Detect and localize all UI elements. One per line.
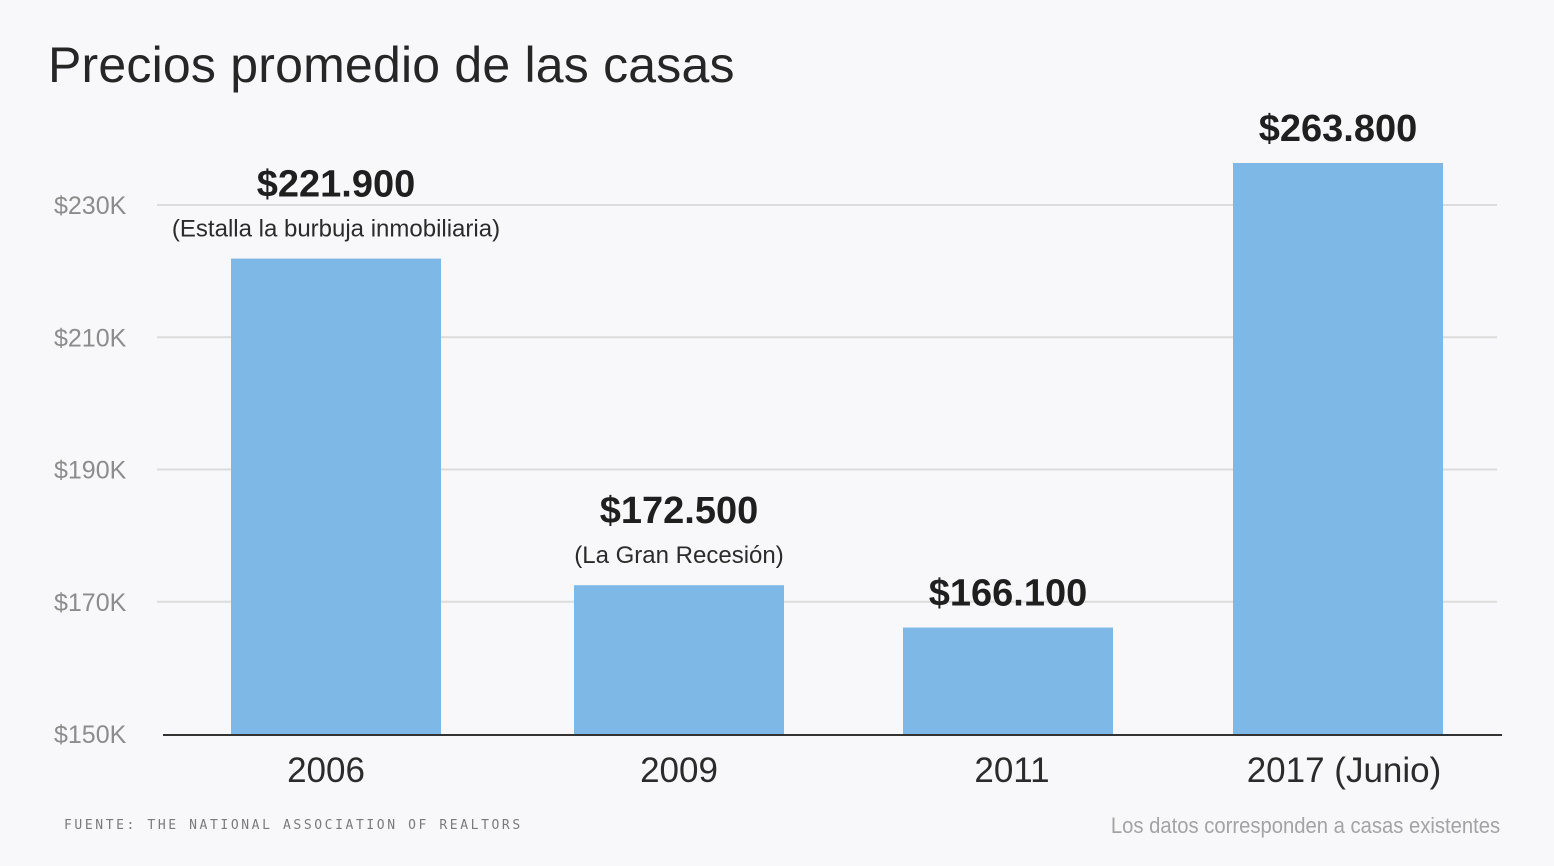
x-tick-label: 2017 (Junio) <box>1247 751 1442 790</box>
data-label: $166.100 <box>929 573 1088 615</box>
value-labels: $221.900 $172.500 $166.100 $263.800 <box>257 108 1418 615</box>
data-label: $263.800 <box>1259 108 1418 150</box>
data-label: $221.900 <box>257 164 416 206</box>
y-tick-label: $210K <box>54 324 127 352</box>
annotation-label: (La Gran Recesión) <box>574 542 783 569</box>
x-tick-label: 2006 <box>287 751 365 790</box>
bar <box>231 258 441 734</box>
bars <box>231 163 1443 734</box>
y-tick-label: $150K <box>54 721 127 749</box>
y-tick-label: $230K <box>54 192 127 220</box>
footnote: Los datos corresponden a casas existente… <box>1110 813 1500 838</box>
x-tick-label: 2011 <box>974 751 1049 790</box>
y-axis-ticks: $150K $170K $190K $210K $230K <box>54 192 127 749</box>
bar <box>903 627 1113 734</box>
annotations: (Estalla la burbuja inmobiliaria) (La Gra… <box>172 216 784 570</box>
y-tick-label: $170K <box>54 589 127 617</box>
x-tick-label: 2009 <box>640 751 718 790</box>
annotation-label: (Estalla la burbuja inmobiliaria) <box>172 216 500 243</box>
source-note: FUENTE: THE NATIONAL ASSOCIATION OF REAL… <box>64 818 523 833</box>
bar <box>1233 163 1443 734</box>
bar <box>574 585 784 734</box>
y-tick-label: $190K <box>54 457 127 485</box>
data-label: $172.500 <box>600 490 759 532</box>
chart-title: Precios promedio de las casas <box>48 37 735 93</box>
x-axis-labels: 2006 2009 2011 2017 (Junio) <box>287 751 1441 790</box>
